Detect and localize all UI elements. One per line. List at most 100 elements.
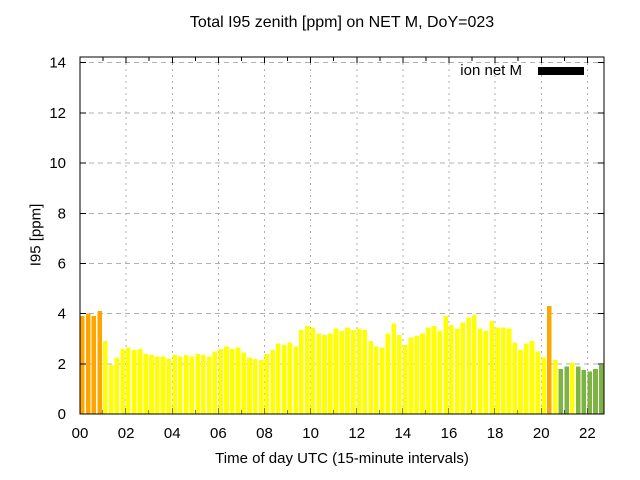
bar xyxy=(529,341,535,414)
bar xyxy=(80,316,85,414)
bar xyxy=(114,357,120,414)
bar xyxy=(120,348,125,414)
bar xyxy=(368,341,373,414)
bar xyxy=(356,328,362,414)
bar xyxy=(258,360,264,414)
bar xyxy=(374,346,379,414)
bar xyxy=(166,358,172,414)
bar xyxy=(454,328,460,414)
x-axis-label: Time of day UTC (15-minute intervals) xyxy=(215,450,469,467)
bar xyxy=(431,326,437,414)
bar xyxy=(143,353,149,414)
bar xyxy=(287,342,293,414)
bar xyxy=(241,352,247,414)
bar xyxy=(126,347,131,414)
chart-title: Total I95 zenith [ppm] on NET M, DoY=023 xyxy=(189,14,495,31)
bar xyxy=(247,357,252,414)
bar xyxy=(483,331,489,414)
bar xyxy=(154,356,160,414)
bar xyxy=(477,328,483,414)
bar xyxy=(564,366,569,414)
legend: ion net M xyxy=(420,62,584,79)
x-tick-label: 16 xyxy=(441,425,458,442)
bar xyxy=(558,368,564,414)
bar xyxy=(310,327,316,414)
bar xyxy=(593,368,598,414)
y-tick-label: 0 xyxy=(58,406,66,423)
bar xyxy=(541,357,546,414)
bar xyxy=(97,311,102,414)
bar xyxy=(183,355,189,414)
bar xyxy=(293,346,298,414)
bar xyxy=(581,370,587,414)
y-tick-label: 12 xyxy=(49,105,66,122)
bar xyxy=(535,351,541,414)
y-tick-label: 14 xyxy=(49,55,66,72)
bar xyxy=(172,355,177,414)
plot-border xyxy=(79,56,605,415)
bar xyxy=(472,314,477,414)
y-tick-label: 6 xyxy=(58,255,66,272)
bar xyxy=(598,365,604,414)
bar xyxy=(489,321,494,414)
bar xyxy=(195,353,200,414)
bar xyxy=(206,356,212,414)
bar xyxy=(351,329,356,414)
x-tick-label: 08 xyxy=(256,425,273,442)
bar xyxy=(137,348,143,414)
y-axis-label: I95 [ppm] xyxy=(27,203,45,267)
bar xyxy=(391,323,396,414)
bar xyxy=(397,334,402,414)
bar xyxy=(408,337,414,414)
bar xyxy=(449,324,454,414)
bar xyxy=(443,316,448,414)
legend-label: ion net M xyxy=(460,62,522,79)
bar xyxy=(414,336,420,414)
bar xyxy=(466,317,471,414)
bar xyxy=(304,326,310,414)
bar xyxy=(575,366,581,414)
bar xyxy=(270,350,275,414)
y-tick-label: 2 xyxy=(58,356,66,373)
x-tick-label: 10 xyxy=(302,425,319,442)
bar xyxy=(235,347,241,414)
bar xyxy=(547,306,552,414)
bar xyxy=(149,355,154,414)
x-tick-label: 14 xyxy=(395,425,412,442)
bar xyxy=(276,343,281,414)
bar xyxy=(178,356,183,414)
bar xyxy=(224,346,229,414)
bar xyxy=(281,344,287,414)
x-tick-label: 22 xyxy=(579,425,596,442)
bar xyxy=(91,316,97,414)
bar xyxy=(587,371,592,414)
bar xyxy=(362,329,368,414)
bar xyxy=(299,329,304,414)
bar xyxy=(512,342,518,414)
bar xyxy=(523,343,529,414)
x-tick-label: 18 xyxy=(487,425,504,442)
y-tick-label: 8 xyxy=(58,205,66,222)
bar xyxy=(402,344,408,414)
bar xyxy=(327,333,333,414)
x-tick-label: 20 xyxy=(533,425,550,442)
bar xyxy=(264,353,270,414)
bar xyxy=(103,341,108,414)
bar xyxy=(500,327,506,414)
x-tick-label: 00 xyxy=(72,425,89,442)
bar xyxy=(495,327,500,414)
bar xyxy=(385,333,391,414)
bar xyxy=(252,358,258,414)
bar xyxy=(229,348,235,414)
bar xyxy=(460,322,466,414)
y-tick-label: 4 xyxy=(58,306,66,323)
bar xyxy=(552,360,558,414)
bar xyxy=(322,334,327,414)
bar xyxy=(131,350,137,414)
bar xyxy=(333,328,339,414)
bar xyxy=(316,333,322,414)
bar xyxy=(518,350,523,414)
bar xyxy=(379,347,385,414)
bar xyxy=(339,331,345,414)
